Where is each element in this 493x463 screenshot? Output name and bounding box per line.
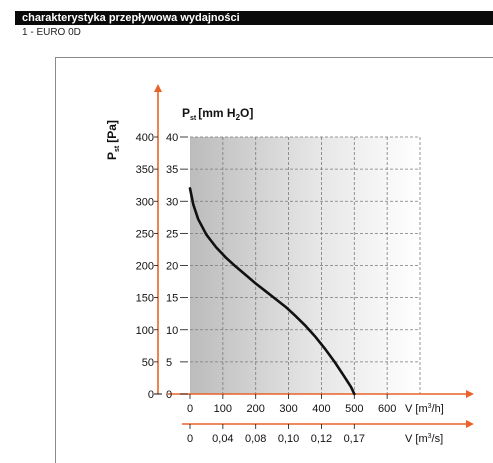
y-tick-pa: 200	[136, 261, 154, 273]
x-axis-m3s-title: V [m3/s]	[405, 433, 443, 445]
x-tick-m3h: 100	[214, 403, 232, 415]
x-tick-m3s: 0,04	[212, 433, 233, 445]
x-tick-m3h: 400	[312, 403, 330, 415]
y-tick-pa: 250	[136, 228, 154, 240]
y-tick-mmh2o: 15	[166, 293, 178, 305]
y-tick-pa: 350	[136, 164, 154, 176]
y-tick-pa: 0	[148, 389, 154, 401]
y-axis-mmh2o-title: Pst [mm H2O]	[182, 106, 253, 122]
y-tick-pa: 300	[136, 196, 154, 208]
y-tick-mmh2o: 0	[166, 389, 172, 401]
y-tick-mmh2o: 35	[166, 164, 178, 176]
x-tick-m3h: 0	[187, 403, 193, 415]
y-tick-mmh2o: 25	[166, 228, 178, 240]
performance-curve	[188, 187, 356, 396]
x-tick-m3h: 600	[378, 403, 396, 415]
x-tick-m3s: 0,17	[344, 433, 365, 445]
x-axis-m3h-title: V [m3/h]	[405, 403, 444, 415]
x-tick-m3h: 500	[345, 403, 363, 415]
model-label: 1 - EURO 0D	[22, 27, 81, 38]
x-tick-m3s: 0,12	[311, 433, 332, 445]
x-tick-m3s: 0,10	[278, 433, 299, 445]
x-tick-m3s: 0,08	[245, 433, 266, 445]
y-tick-pa: 100	[136, 325, 154, 337]
y-axis-pa-title: Pst[Pa]	[105, 120, 121, 160]
y-tick-pa: 400	[136, 132, 154, 144]
tick-labels: 0501001502002503003504000510152025303540…	[136, 132, 397, 445]
header-title: charakterystyka przepływowa wydajności	[22, 12, 240, 24]
x-tick-m3h: 300	[279, 403, 297, 415]
x-tick-m3h: 200	[247, 403, 265, 415]
y-tick-pa: 50	[142, 357, 154, 369]
y-tick-mmh2o: 10	[166, 325, 178, 337]
y-tick-mmh2o: 5	[166, 357, 172, 369]
y-tick-pa: 150	[136, 293, 154, 305]
y-tick-mmh2o: 30	[166, 196, 178, 208]
y-tick-mmh2o: 40	[166, 132, 178, 144]
axes	[154, 84, 474, 428]
grid-lines	[190, 136, 421, 394]
header-bar: charakterystyka przepływowa wydajności	[15, 11, 493, 25]
x-tick-m3s: 0	[187, 433, 193, 445]
y-tick-mmh2o: 20	[166, 261, 178, 273]
